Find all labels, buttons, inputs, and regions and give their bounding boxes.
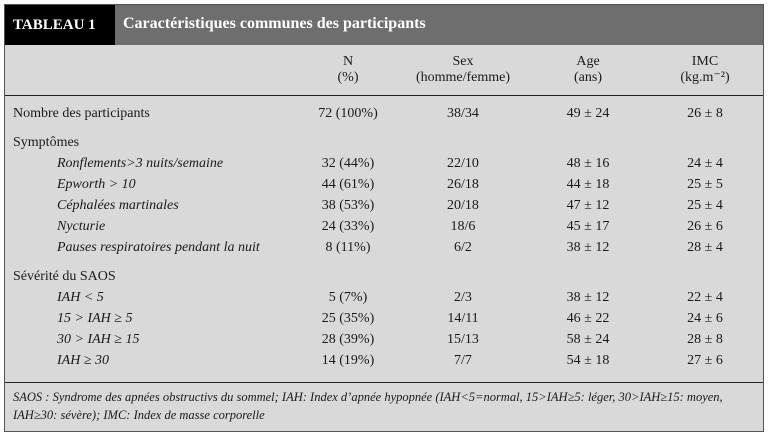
cell-imc: 25 ± 5 [687, 177, 723, 192]
cell-imc: 24 ± 4 [687, 156, 723, 171]
row-label: IAH < 5 [57, 290, 104, 305]
header-age-label: Age [576, 54, 600, 69]
row-label: IAH ≥ 30 [57, 353, 110, 368]
header-n-label: N [342, 54, 354, 69]
cell-imc: 26 ± 8 [687, 106, 723, 121]
cell-n: 25 (35%) [321, 311, 375, 326]
cell-age: 58 ± 24 [566, 332, 610, 347]
cell-age: 38 ± 12 [566, 290, 610, 305]
table-bottom-rule [5, 382, 763, 383]
table-row: IAH ≥ 30 14 (19%) 7/7 54 ± 18 27 ± 6 [5, 350, 763, 371]
cell-n: 28 (39%) [321, 332, 375, 347]
cell-n: 32 (44%) [321, 156, 375, 171]
cell-sex: 7/7 [454, 353, 472, 368]
cell-sex: 22/10 [447, 156, 479, 171]
cell-n: 44 (61%) [321, 177, 375, 192]
cell-age: 44 ± 18 [566, 177, 610, 192]
table-row: IAH < 5 5 (7%) 2/3 38 ± 12 22 ± 4 [5, 287, 763, 308]
row-label: Pauses respiratoires pendant la nuit [57, 240, 260, 255]
table-title-bar: TABLEAU 1 Caractéristiques communes des … [5, 5, 763, 45]
row-label: Ronflements>3 nuits/semaine [57, 156, 224, 171]
cell-age: 45 ± 17 [566, 219, 610, 234]
table-row: Epworth > 10 44 (61%) 26/18 44 ± 18 25 ± 5 [5, 174, 763, 195]
section-row: Symptômes [5, 132, 763, 153]
table-footnote: SAOS : Syndrome des apnées obstructivs d… [13, 390, 723, 422]
cell-sex: 2/3 [454, 290, 472, 305]
cell-sex: 15/13 [447, 332, 479, 347]
cell-n: 8 (11%) [325, 240, 371, 255]
header-age: Age (ans) [543, 54, 633, 86]
table-title: Caractéristiques communes des participan… [123, 15, 426, 32]
header-n-unit: (%) [337, 70, 359, 85]
cell-n: 5 (7%) [328, 290, 368, 305]
cell-sex: 20/18 [447, 198, 479, 213]
table-row: 30 > IAH ≥ 15 28 (39%) 15/13 58 ± 24 28 ± 8 [5, 329, 763, 350]
table-row: 15 > IAH ≥ 5 25 (35%) 14/11 46 ± 22 24 ± 6 [5, 308, 763, 329]
cell-imc: 26 ± 6 [687, 219, 723, 234]
table-number: TABLEAU 1 [5, 5, 115, 45]
cell-age: 49 ± 24 [566, 106, 610, 121]
cell-age: 48 ± 16 [566, 156, 610, 171]
header-imc-label: IMC [691, 54, 719, 69]
cell-age: 47 ± 12 [566, 198, 610, 213]
header-imc: IMC (kg.m⁻²) [660, 54, 750, 86]
table-row: Nombre des participants 72 (100%) 38/34 49 … [5, 103, 763, 124]
table-row: Nycturie 24 (33%) 18/6 45 ± 17 26 ± 6 [5, 216, 763, 237]
row-label: 30 > IAH ≥ 15 [57, 332, 140, 347]
cell-imc: 25 ± 4 [687, 198, 723, 213]
cell-n: 38 (53%) [321, 198, 375, 213]
cell-sex: 26/18 [447, 177, 479, 192]
header-sex-unit: (homme/femme) [415, 70, 511, 85]
cell-imc: 27 ± 6 [687, 353, 723, 368]
table-frame: TABLEAU 1 Caractéristiques communes des … [4, 4, 764, 432]
header-sex-label: Sex [452, 54, 474, 69]
cell-imc: 28 ± 8 [687, 332, 723, 347]
cell-imc: 28 ± 4 [687, 240, 723, 255]
header-age-unit: (ans) [574, 70, 602, 85]
row-label: 15 > IAH ≥ 5 [57, 311, 133, 326]
table-row: Ronflements>3 nuits/semaine 32 (44%) 22/10… [5, 153, 763, 174]
row-label: Nycturie [57, 219, 106, 234]
cell-sex: 6/2 [454, 240, 472, 255]
cell-age: 46 ± 22 [566, 311, 610, 326]
cell-n: 14 (19%) [321, 353, 375, 368]
cell-n: 72 (100%) [318, 106, 378, 121]
row-label: Céphalées martinales [57, 198, 179, 213]
table-row: Céphalées martinales 38 (53%) 20/18 47 ± 12… [5, 195, 763, 216]
header-sex: Sex (homme/femme) [403, 54, 523, 86]
cell-imc: 22 ± 4 [687, 290, 723, 305]
cell-sex: 38/34 [447, 106, 479, 121]
cell-sex: 18/6 [450, 219, 476, 234]
cell-imc: 24 ± 6 [687, 311, 723, 326]
section-label: Sévérité du SAOS [13, 269, 116, 284]
cell-n: 24 (33%) [321, 219, 375, 234]
header-imc-unit: (kg.m⁻²) [680, 70, 730, 85]
section-row: Sévérité du SAOS [5, 266, 763, 287]
cell-sex: 14/11 [447, 311, 479, 326]
table-row: Pauses respiratoires pendant la nuit 8 (1… [5, 237, 763, 258]
row-label: Epworth > 10 [57, 177, 136, 192]
row-label: Nombre des participants [13, 106, 150, 121]
section-label: Symptômes [13, 135, 80, 150]
cell-age: 54 ± 18 [566, 353, 610, 368]
cell-age: 38 ± 12 [566, 240, 610, 255]
header-n: N (%) [303, 54, 393, 86]
table-header: N (%) Sex (homme/femme) Age (ans) IMC (k… [5, 45, 763, 96]
